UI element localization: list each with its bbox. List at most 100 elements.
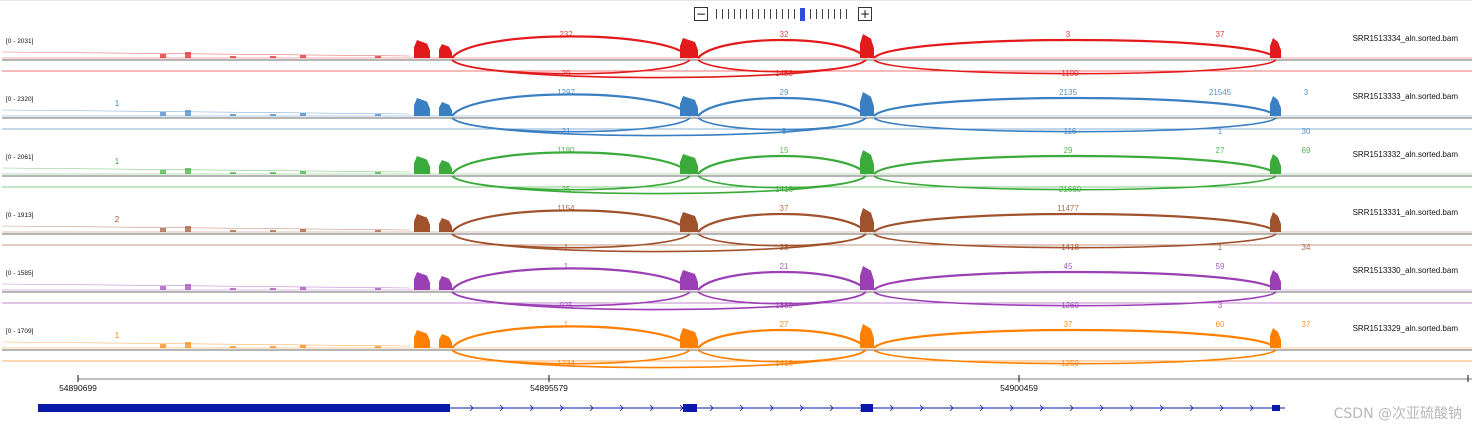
zoom-level-tick[interactable] (840, 9, 841, 19)
exon-coverage-peak (1270, 270, 1281, 290)
coverage-speck (160, 54, 166, 58)
coverage-speck (270, 346, 276, 348)
zoom-level-tick[interactable] (810, 9, 811, 19)
coverage-speck (300, 345, 306, 348)
junction-arc-lower (451, 233, 867, 253)
exon-coverage-peak (860, 208, 874, 232)
gene-exon-block (38, 404, 450, 412)
zoom-level-tick[interactable] (764, 9, 765, 19)
zoom-level-tick[interactable] (794, 9, 795, 19)
strand-arrow (499, 404, 504, 412)
junction-arc-lower (451, 175, 867, 195)
exon-coverage-peak (439, 44, 452, 58)
coverage-speck (230, 172, 236, 174)
zoom-level-tick[interactable] (770, 9, 771, 19)
junction-count-label: 3 (1304, 88, 1309, 97)
zoom-level-tick[interactable] (834, 9, 835, 19)
track-name: SRR1513331_aln.sorted.bam (1353, 208, 1459, 217)
junction-count-label: 21660 (1059, 185, 1082, 194)
track-SRR1513333-aln-sorted-bam: [0 - 2320] SRR1513333_aln.sorted.bam 1297 2… (1, 88, 1472, 137)
junction-count-label: 3 (1066, 30, 1071, 39)
coverage-speck (230, 56, 236, 58)
strand-arrow (469, 404, 474, 412)
zoom-level-tick[interactable] (716, 9, 717, 19)
coverage-speck (270, 230, 276, 232)
junction-count-label: 1 (564, 320, 569, 329)
zoom-level-tick[interactable] (788, 9, 789, 19)
zoom-slider[interactable] (716, 7, 852, 21)
zoom-level-tick[interactable] (740, 9, 741, 19)
junction-count-label: 1154 (557, 204, 575, 213)
coverage-speck (375, 56, 381, 58)
zoom-level-tick[interactable] (822, 9, 823, 19)
zoom-level-tick[interactable] (782, 9, 783, 19)
zoom-level-tick[interactable] (758, 9, 759, 19)
junction-arc-lower (873, 291, 1277, 307)
zoom-level-tick[interactable] (846, 9, 847, 19)
strand-arrow (1189, 404, 1194, 412)
exon-coverage-peak (414, 330, 430, 348)
coverage-speck (375, 288, 381, 290)
coverage-speck (300, 229, 306, 232)
strand-arrow (889, 404, 894, 412)
junction-arc-upper (697, 212, 867, 233)
junction-count-label: 1260 (1061, 301, 1079, 310)
junction-arc-lower (451, 291, 867, 311)
exon-coverage-peak (439, 102, 452, 116)
junction-count-label: 1 (115, 331, 120, 340)
junction-arc-upper (451, 267, 691, 291)
exon-coverage-peak (1270, 96, 1281, 116)
exon-coverage-peak (414, 98, 430, 116)
zoom-in-button[interactable]: + (858, 7, 872, 21)
track-SRR1513329-aln-sorted-bam: [0 - 1709] SRR1513329_aln.sorted.bam 1 27 37… (1, 320, 1472, 369)
junction-count-label: 29 (1064, 146, 1073, 155)
junction-arc-upper (451, 35, 691, 59)
junction-count-label: 27 (780, 320, 789, 329)
zoom-level-tick[interactable] (828, 9, 829, 19)
coverage-speck (185, 226, 191, 232)
coverage-speck (375, 114, 381, 116)
coverage-speck (300, 113, 306, 116)
zoom-level-tick[interactable] (746, 9, 747, 19)
junction-arc-lower (873, 117, 1277, 133)
junction-count-label: 1416 (775, 185, 793, 194)
ruler-tick-label: 54895579 (530, 383, 568, 393)
zoom-level-tick[interactable] (776, 9, 777, 19)
strand-arrow (739, 404, 744, 412)
junction-count-label: 2 (115, 215, 120, 224)
junction-arc-upper (697, 38, 867, 59)
zoom-level-tick[interactable] (816, 9, 817, 19)
junction-arc-lower (451, 117, 867, 137)
track-data-range: [0 - 1585] (6, 270, 34, 277)
zoom-level-tick[interactable] (752, 9, 753, 19)
coverage-speck (270, 56, 276, 58)
zoom-level-tick[interactable] (728, 9, 729, 19)
junction-count-label: 32 (780, 30, 789, 39)
exon-coverage-peak (680, 212, 698, 232)
coverage-speck (375, 346, 381, 348)
coverage-speck (270, 172, 276, 174)
junction-count-label: 27 (1216, 146, 1225, 155)
zoom-level-tick[interactable] (800, 7, 805, 21)
zoom-level-tick[interactable] (722, 9, 723, 19)
track-left-junction-line (1, 341, 411, 347)
exon-coverage-peak (439, 334, 452, 348)
junction-arc-upper (873, 96, 1277, 117)
zoom-out-button[interactable]: − (694, 7, 708, 21)
track-left-junction-line (1, 109, 411, 115)
junction-count-label: 1180 (557, 146, 575, 155)
junction-count-label: 15 (780, 146, 789, 155)
exon-coverage-peak (1270, 154, 1281, 174)
coverage-speck (160, 112, 166, 116)
coverage-speck (160, 170, 166, 174)
zoom-level-tick[interactable] (734, 9, 735, 19)
junction-count-label: 37 (1216, 30, 1225, 39)
junction-count-label: 11477 (1057, 204, 1079, 213)
coverage-speck (230, 346, 236, 348)
junction-count-label: 37 (780, 204, 789, 213)
strand-arrow (1039, 404, 1044, 412)
junction-arc-lower (451, 233, 691, 249)
track-SRR1513331-aln-sorted-bam: [0 - 1913] SRR1513331_aln.sorted.bam 1154 3… (1, 204, 1472, 253)
exon-coverage-peak (680, 96, 698, 116)
